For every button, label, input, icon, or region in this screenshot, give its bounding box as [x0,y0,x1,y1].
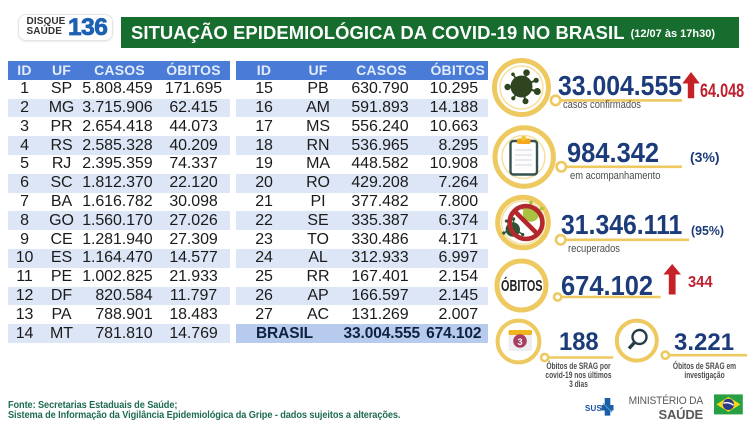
svg-text:3: 3 [517,337,522,347]
svg-text:ÓBITOS: ÓBITOS [501,277,542,295]
